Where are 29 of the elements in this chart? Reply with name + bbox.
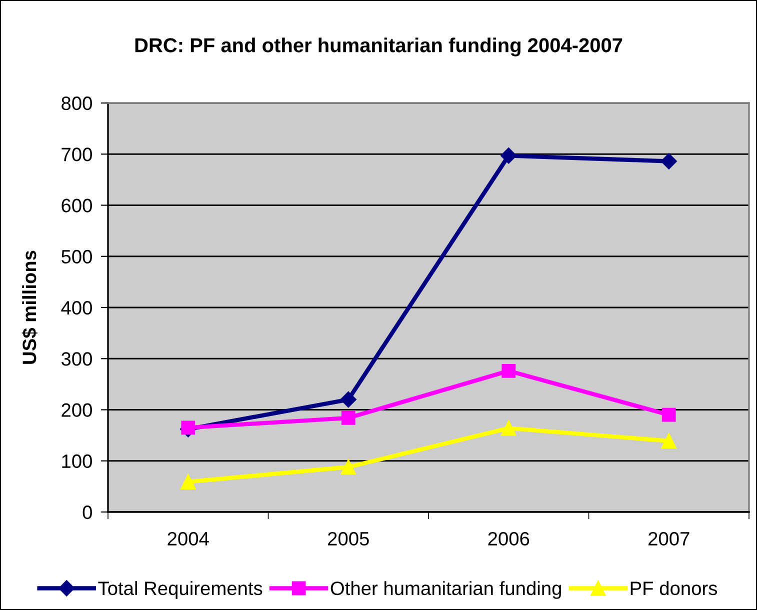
x-tick-label: 2006 [488, 532, 530, 546]
point [181, 420, 196, 435]
y-tick-label: 800 [62, 96, 92, 110]
x-tick-label: 2005 [328, 532, 369, 546]
legend-label: PF donors [630, 581, 718, 596]
legend-label: Other humanitarian funding [330, 581, 561, 599]
x-tick-label: 2004 [168, 532, 209, 546]
point [340, 459, 356, 475]
point [500, 420, 516, 436]
y-tick-label: 700 [62, 148, 92, 162]
point [500, 148, 517, 164]
y-tick-label: 500 [62, 250, 92, 264]
point [660, 153, 677, 170]
legend-label: Total Requirements [98, 581, 262, 599]
point [662, 408, 676, 422]
y-tick-label: 0 [82, 506, 92, 520]
point [502, 364, 516, 378]
y-tick-label: 200 [62, 403, 92, 417]
chart-title: DRC: PF and other humanitarian funding 2004-2007 [135, 38, 622, 56]
point [180, 474, 196, 490]
y-tick-label: 400 [61, 301, 92, 315]
x-tick-label: 2007 [648, 532, 690, 546]
point [341, 410, 356, 425]
point [340, 391, 356, 408]
point [661, 433, 677, 449]
y-tick-label: 600 [62, 198, 92, 212]
y-tick-label: 100 [62, 454, 92, 468]
y-tick-label: 300 [61, 352, 92, 366]
y-axis-title: US$ millions [22, 250, 38, 364]
